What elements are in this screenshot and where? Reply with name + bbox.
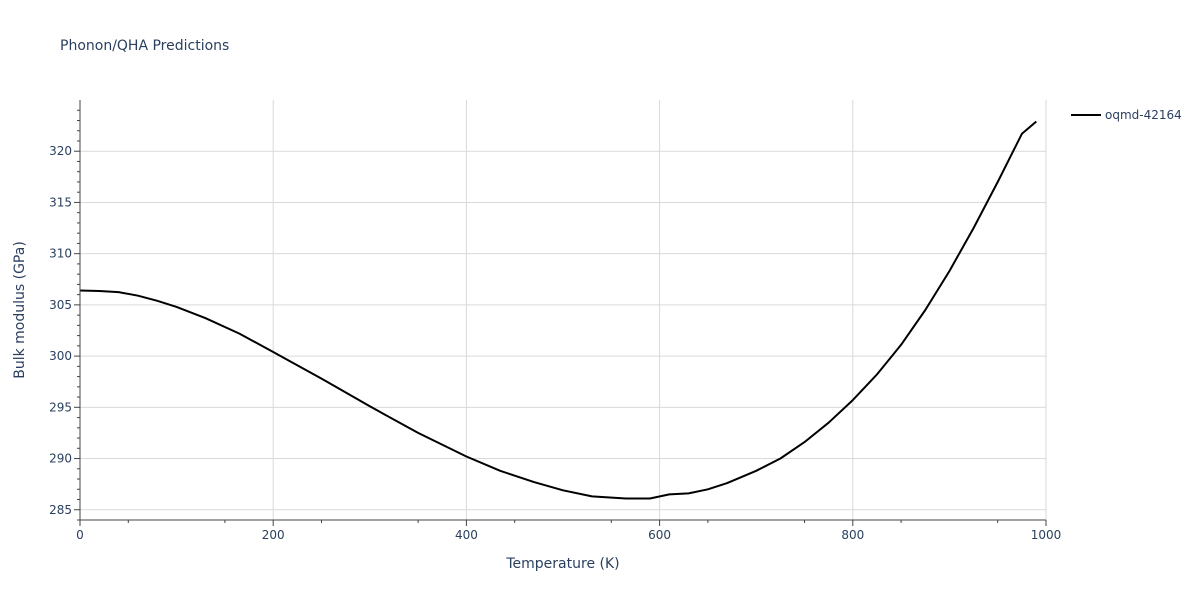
x-tick-label: 800 [841, 528, 864, 542]
plot-area [79, 120, 1037, 500]
series-line-oqmd-42164 [79, 120, 1037, 500]
y-axis: 285 290 295 300 305 310 315 320 [49, 144, 80, 517]
minor-ticks [77, 109, 999, 523]
y-tick-label: 285 [49, 503, 72, 517]
grid [80, 100, 1047, 520]
x-axis: 0 200 400 600 800 1000 [76, 520, 1061, 542]
y-tick-label: 295 [49, 400, 72, 414]
y-tick-label: 320 [49, 144, 72, 158]
x-tick-label: 0 [76, 528, 84, 542]
legend: oqmd-42164 [1071, 108, 1182, 122]
x-tick-label: 600 [648, 528, 671, 542]
x-tick-label: 200 [262, 528, 285, 542]
y-tick-label: 310 [49, 247, 72, 261]
y-tick-label: 315 [49, 195, 72, 209]
legend-label: oqmd-42164 [1105, 108, 1182, 122]
y-axis-title: Bulk modulus (GPa) [12, 241, 28, 379]
x-tick-label: 1000 [1031, 528, 1062, 542]
y-tick-label: 300 [49, 349, 72, 363]
x-axis-title: Temperature (K) [505, 556, 619, 572]
y-tick-label: 290 [49, 452, 72, 466]
x-tick-label: 400 [455, 528, 478, 542]
chart-title: Phonon/QHA Predictions [60, 38, 229, 54]
y-tick-label: 305 [49, 298, 72, 312]
